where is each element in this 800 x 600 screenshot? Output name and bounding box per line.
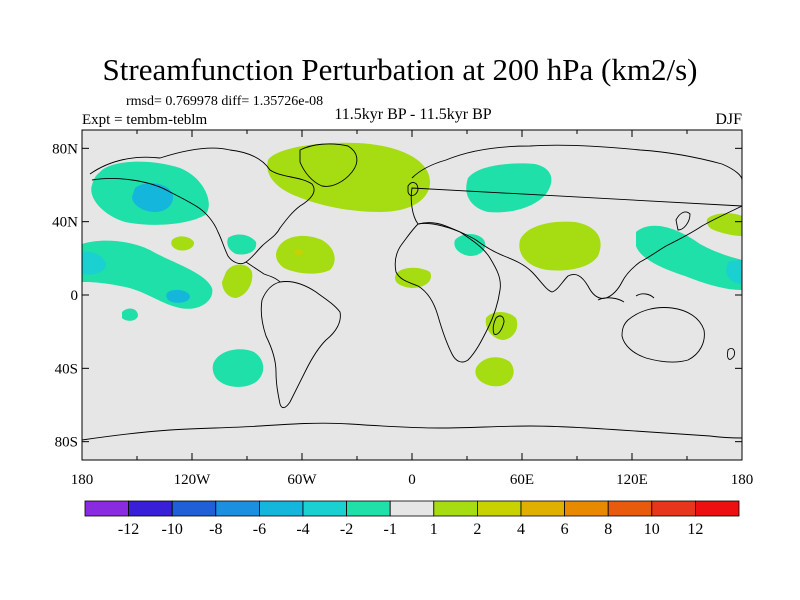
colorbar-label: -8 (209, 521, 222, 538)
coast-south-america (260, 281, 341, 409)
coast-central-america (245, 261, 281, 283)
lon-tick-label: 0 (408, 472, 416, 488)
coast-indonesia (597, 293, 655, 303)
colorbar-label: -4 (296, 521, 309, 538)
lon-tick-label: 180 (731, 472, 754, 488)
colorbar-swatch (84, 500, 129, 517)
colorbar-label: -1 (384, 521, 397, 538)
contour-caribbean-core (294, 249, 303, 256)
coast-antarctica (82, 422, 742, 441)
colorbar-label: -6 (253, 521, 266, 538)
colorbar-label: 2 (473, 521, 481, 538)
colorbar-label: 8 (604, 521, 612, 538)
contour-middle-east-negative (454, 234, 486, 256)
lon-tick-label: 60E (510, 472, 534, 488)
lat-tick-label: 80N (52, 141, 78, 157)
colorbar-swatch (476, 500, 522, 517)
period-label: 11.5kyr BP - 11.5kyr BP (334, 106, 492, 123)
coast-new-zealand (727, 347, 735, 360)
contour-subtropical-pacific-core (166, 289, 190, 303)
lon-tick-label: 120W (174, 472, 212, 488)
colorbar-label: -12 (118, 521, 139, 538)
map-title: Streamfunction Perturbation at 200 hPa (… (102, 52, 698, 87)
colorbar-swatch (171, 500, 217, 517)
colorbar-label: -10 (162, 521, 183, 538)
colorbar-swatch (520, 500, 565, 517)
contour-south-pacific-negative (212, 349, 264, 387)
contour-gulf-positive (171, 236, 195, 251)
colorbar-label: 1 (430, 521, 438, 538)
coast-africa (394, 223, 501, 363)
lat-tick-label: 0 (71, 288, 79, 304)
contour-caribbean-positive (276, 235, 335, 274)
contour-west-africa-positive (394, 267, 432, 288)
contour-east-pacific-core (82, 251, 106, 275)
lat-tick-label: 40N (52, 215, 78, 231)
colorbar-swatch (258, 500, 304, 517)
colorbar-swatch (302, 500, 347, 517)
colorbar-swatch (651, 500, 696, 517)
coast-uk (407, 182, 419, 197)
experiment-label: Expt = tembm-teblm (82, 112, 208, 128)
lat-tick-label: 80S (55, 435, 78, 451)
contour-europe-negative (466, 163, 552, 213)
coastlines (82, 143, 742, 441)
colorbar-swatch (346, 500, 391, 517)
coast-madagascar (492, 315, 505, 335)
coast-australia (621, 307, 705, 363)
colorbar-labels: -12 -10 -8 -6 -4 -2 -1 1 2 4 6 8 10 12 (118, 521, 703, 538)
contour-east-asia-negative (636, 225, 742, 290)
lon-tick-label: 120E (616, 472, 648, 488)
lon-tick-label: 60W (287, 472, 317, 488)
coast-greenland (299, 143, 358, 187)
colorbar-swatch (389, 500, 435, 517)
lon-axis-labels: 180 120W 60W 0 60E 120E 180 (71, 472, 754, 488)
colorbar-swatch (128, 500, 173, 517)
colorbar-label: 12 (687, 521, 703, 538)
colorbar (84, 500, 740, 517)
colorbar-label: 10 (644, 521, 660, 538)
colorbar-label: 6 (561, 521, 569, 538)
axis-ticks (81, 130, 743, 460)
contour-india-positive (519, 221, 601, 271)
colorbar-label: 4 (517, 521, 525, 538)
colorbar-swatch (564, 500, 609, 517)
season-label: DJF (715, 111, 742, 128)
colorbar-swatch (695, 500, 740, 517)
contour-east-asia-core (726, 260, 742, 284)
contour-small-pacific-negative (122, 308, 138, 321)
lat-axis-labels: 80N 40N 0 40S 80S (52, 141, 78, 450)
coast-north-america (89, 147, 315, 265)
contour-amazon-positive (222, 264, 253, 298)
contour-greenland-positive (267, 142, 430, 212)
contour-south-africa-positive (475, 357, 514, 387)
colorbar-label: -2 (340, 521, 353, 538)
contour-north-pacific-core (132, 183, 174, 212)
lon-tick-label: 180 (71, 472, 94, 488)
coast-japan (675, 211, 691, 231)
contour-fills (82, 142, 742, 387)
lat-tick-label: 40S (55, 361, 78, 377)
contour-western-us-negative (227, 234, 257, 255)
colorbar-swatch (215, 500, 260, 517)
colorbar-swatch (607, 500, 653, 517)
stats-line: rmsd= 0.769978 diff= 1.35726e-08 (126, 94, 324, 109)
colorbar-swatch (433, 500, 478, 517)
